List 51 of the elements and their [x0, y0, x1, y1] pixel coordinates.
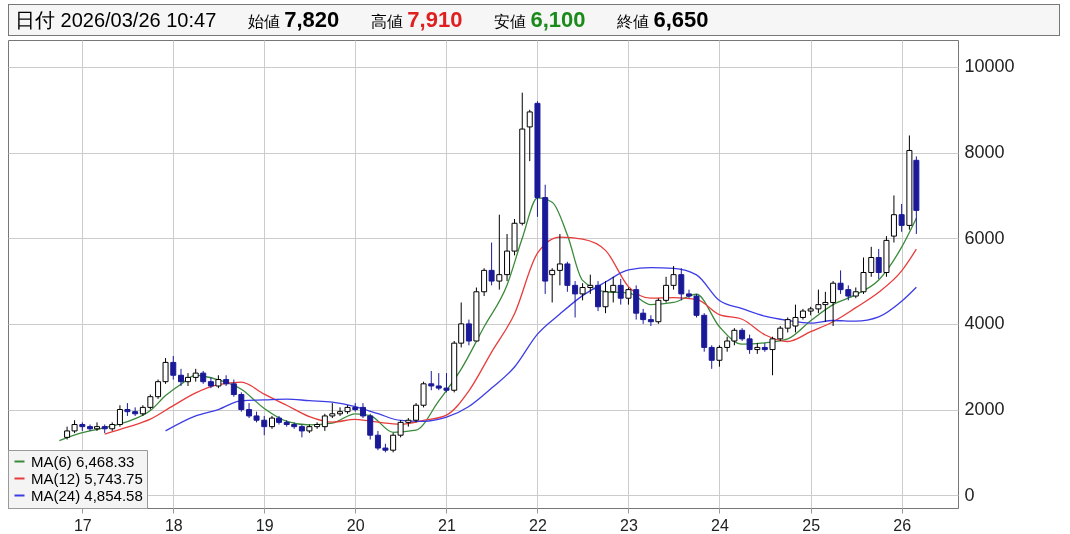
- y-tick-label: 4000: [964, 313, 1005, 334]
- candlestick: [178, 368, 185, 387]
- y-tick-label: 6000: [964, 227, 1005, 248]
- line-series: [58, 197, 918, 442]
- candlestick: [94, 421, 100, 432]
- candlestick: [116, 404, 123, 428]
- candlestick: [647, 314, 654, 327]
- y-tick-label: 2000: [964, 399, 1005, 420]
- line-series: [164, 267, 918, 432]
- x-tick-label: 24: [711, 516, 729, 534]
- candlestick: [496, 214, 503, 291]
- candlestick: [898, 203, 905, 233]
- x-tick-label: 19: [255, 516, 274, 534]
- chart-title: 日付 2026/03/26 10:47: [15, 7, 217, 33]
- x-tick-label: 25: [802, 516, 821, 534]
- candlestick: [708, 344, 715, 370]
- candlestick: [488, 242, 495, 286]
- text: 終値 6,650: [617, 7, 709, 32]
- candlestick: [87, 424, 94, 432]
- candlestick: [890, 194, 897, 244]
- legend-label: MA(12) 5,743.75: [31, 469, 143, 487]
- candlestick: [298, 424, 305, 438]
- candlestick: [207, 376, 214, 389]
- text: 始値 7,820: [248, 7, 340, 32]
- candlestick: [428, 370, 435, 391]
- candlestick: [875, 248, 882, 280]
- candlestick: [549, 267, 556, 303]
- x-tick-label: 23: [620, 516, 638, 534]
- x-tick-label: 18: [164, 516, 183, 534]
- x-tick-label: 20: [346, 516, 365, 534]
- x-tick-label: 21: [438, 516, 456, 534]
- y-tick-label: 10000: [964, 56, 1015, 77]
- candlestick: [465, 319, 472, 346]
- legend-label: MA(24) 4,854.58: [31, 486, 143, 504]
- candlestick: [184, 372, 191, 387]
- legend-label: MA(6) 6,468.33: [31, 452, 135, 470]
- candlestick: [617, 278, 624, 306]
- candlestick: [595, 280, 602, 312]
- y-tick-label: 8000: [964, 142, 1005, 163]
- line-series: [104, 236, 918, 435]
- candlestick: [678, 267, 685, 301]
- text: 高値 7,910: [371, 7, 463, 32]
- candlestick: [526, 109, 533, 162]
- y-tick-label: 0: [964, 484, 975, 505]
- candlestick: [556, 233, 563, 286]
- x-tick-label: 22: [529, 516, 547, 534]
- text: 安値 6,100: [494, 7, 586, 32]
- candlestick: [170, 355, 177, 381]
- x-tick-label: 26: [893, 516, 912, 534]
- candlestick: [223, 374, 230, 387]
- x-tick-label: 17: [73, 516, 92, 534]
